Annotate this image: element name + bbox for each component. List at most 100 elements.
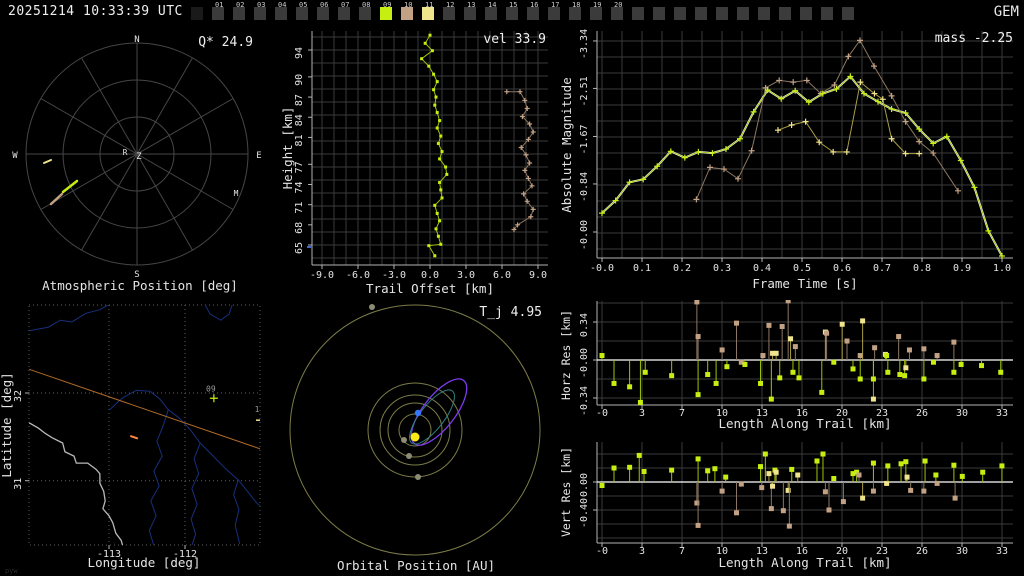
- station-box-x22[interactable]: [653, 7, 665, 20]
- station-box-15[interactable]: [506, 7, 518, 20]
- tick-label: 0.34: [579, 313, 590, 337]
- tick-label: 9.0: [529, 270, 547, 281]
- station-box-01[interactable]: [212, 7, 224, 20]
- station-box-label: 02: [236, 1, 245, 9]
- tick-label: 0.1: [633, 263, 651, 274]
- plot-grid: [597, 31, 1013, 258]
- station-box-11[interactable]: [422, 7, 434, 20]
- station-box-label: 08: [362, 1, 371, 9]
- radiant-label: R: [123, 148, 128, 157]
- tick-label: 0.7: [873, 263, 891, 274]
- tick-label: -0.0: [590, 263, 614, 274]
- station-box-20[interactable]: [611, 7, 623, 20]
- station-box-label: 03: [257, 1, 266, 9]
- tick-label: 0.00: [579, 473, 590, 497]
- mag-ylabel: Absolute Magnitude: [560, 77, 574, 212]
- vert-res-xlabel: Length Along Trail [km]: [718, 555, 891, 570]
- station-box-10[interactable]: [401, 7, 413, 20]
- station-box-16[interactable]: [527, 7, 539, 20]
- zenith-label: Z: [136, 152, 142, 162]
- station-box-x27[interactable]: [758, 7, 770, 20]
- station-box-x28[interactable]: [779, 7, 791, 20]
- station-box-13[interactable]: [464, 7, 476, 20]
- series-station-10: [693, 37, 961, 203]
- tick-label: 6.0: [493, 270, 511, 281]
- station-box-label: 17: [551, 1, 560, 9]
- tick-label: 0.3: [713, 263, 731, 274]
- tick-label: 0.2: [673, 263, 691, 274]
- station-box-03[interactable]: [254, 7, 266, 20]
- station-box-07[interactable]: [338, 7, 350, 20]
- station-box-x23[interactable]: [674, 7, 686, 20]
- station-box-label: 20: [614, 1, 623, 9]
- tick-label: 7: [679, 408, 685, 419]
- station-box-04[interactable]: [275, 7, 287, 20]
- tick-label: 16: [796, 408, 808, 419]
- river-line: [190, 442, 201, 545]
- planet-dot: [406, 453, 412, 459]
- river-line: [148, 409, 169, 545]
- orbit-title: Orbital Position [AU]: [337, 558, 495, 573]
- plot-axes: -9.0 -6.0 -3.0 0.0 3.0 6.0 9.0 94 90 87 84 81 77 74 71…: [294, 31, 548, 281]
- tick-label: -9.0: [310, 270, 334, 281]
- coastline: [29, 422, 124, 545]
- mass-annotation: mass -2.25: [935, 31, 1013, 46]
- polar-grid: [25, 42, 249, 266]
- station-box-label: 07: [341, 1, 350, 9]
- plot-grid: [312, 31, 548, 265]
- tick-label: -3.34: [579, 29, 590, 59]
- station-box-12[interactable]: [443, 7, 455, 20]
- tick-label: 16: [796, 546, 808, 557]
- station-box-x29[interactable]: [800, 7, 812, 20]
- tick-label: 26: [916, 408, 928, 419]
- tick-label: 0.6: [833, 263, 851, 274]
- vert-res-axes: -0 3 7 10 13 16 20 23 26 30 33 0.00-0.40: [579, 442, 1013, 557]
- station-box-label: 15: [509, 1, 518, 9]
- tick-label: 87: [294, 94, 305, 106]
- tick-label: -0.00: [579, 348, 590, 378]
- station-box-x0[interactable]: [191, 7, 203, 20]
- tick-label: 3: [639, 546, 645, 557]
- tick-label: 81: [294, 134, 305, 146]
- station-box-label: 16: [530, 1, 539, 9]
- tick-label: -0.00: [579, 220, 590, 250]
- planet-dot: [415, 474, 421, 480]
- station-box-label: 09: [383, 1, 392, 9]
- station-box-x31[interactable]: [842, 7, 854, 20]
- tick-label: -0.34: [579, 386, 590, 416]
- light-curve-panel: -0.0 0.1 0.2 0.3 0.4 0.5 0.6 0.7 0.8 0.9 1.0 -3.34 -…: [560, 29, 1013, 291]
- station-box-x26[interactable]: [737, 7, 749, 20]
- station-box-08[interactable]: [359, 7, 371, 20]
- meteor-trail-09: [61, 179, 79, 194]
- meteoroid-orbit-2: [409, 389, 455, 445]
- series-station-10: [504, 89, 536, 233]
- station-box-02[interactable]: [233, 7, 245, 20]
- station-box-x25[interactable]: [716, 7, 728, 20]
- tick-label: 10: [716, 408, 728, 419]
- meteor-trail-10: [49, 192, 64, 206]
- tick-label: 90: [294, 74, 305, 86]
- tick-label: -6.0: [346, 270, 370, 281]
- river-line: [204, 305, 233, 321]
- tick-label: 1.0: [993, 263, 1011, 274]
- map-station-1x-marker: 1: [255, 405, 260, 421]
- station-box-19[interactable]: [590, 7, 602, 20]
- station-box-x24[interactable]: [695, 7, 707, 20]
- corner-watermark: pyw: [5, 567, 18, 575]
- station-box-09[interactable]: [380, 7, 392, 20]
- station-box-18[interactable]: [569, 7, 581, 20]
- station-box-17[interactable]: [548, 7, 560, 20]
- horz-res-grid: [597, 301, 1013, 405]
- map-ylabel: Latitude [deg]: [0, 372, 14, 477]
- tick-label: 71: [294, 202, 305, 214]
- station-box-06[interactable]: [317, 7, 329, 20]
- station-box-x21[interactable]: [632, 7, 644, 20]
- polar-title: Atmospheric Position [deg]: [42, 278, 238, 293]
- station-box-x30[interactable]: [821, 7, 833, 20]
- station-box-05[interactable]: [296, 7, 308, 20]
- station-box-14[interactable]: [485, 7, 497, 20]
- tj-annotation: T_j 4.95: [479, 305, 542, 320]
- tick-label: 30: [956, 546, 968, 557]
- tick-label: 3.0: [457, 270, 475, 281]
